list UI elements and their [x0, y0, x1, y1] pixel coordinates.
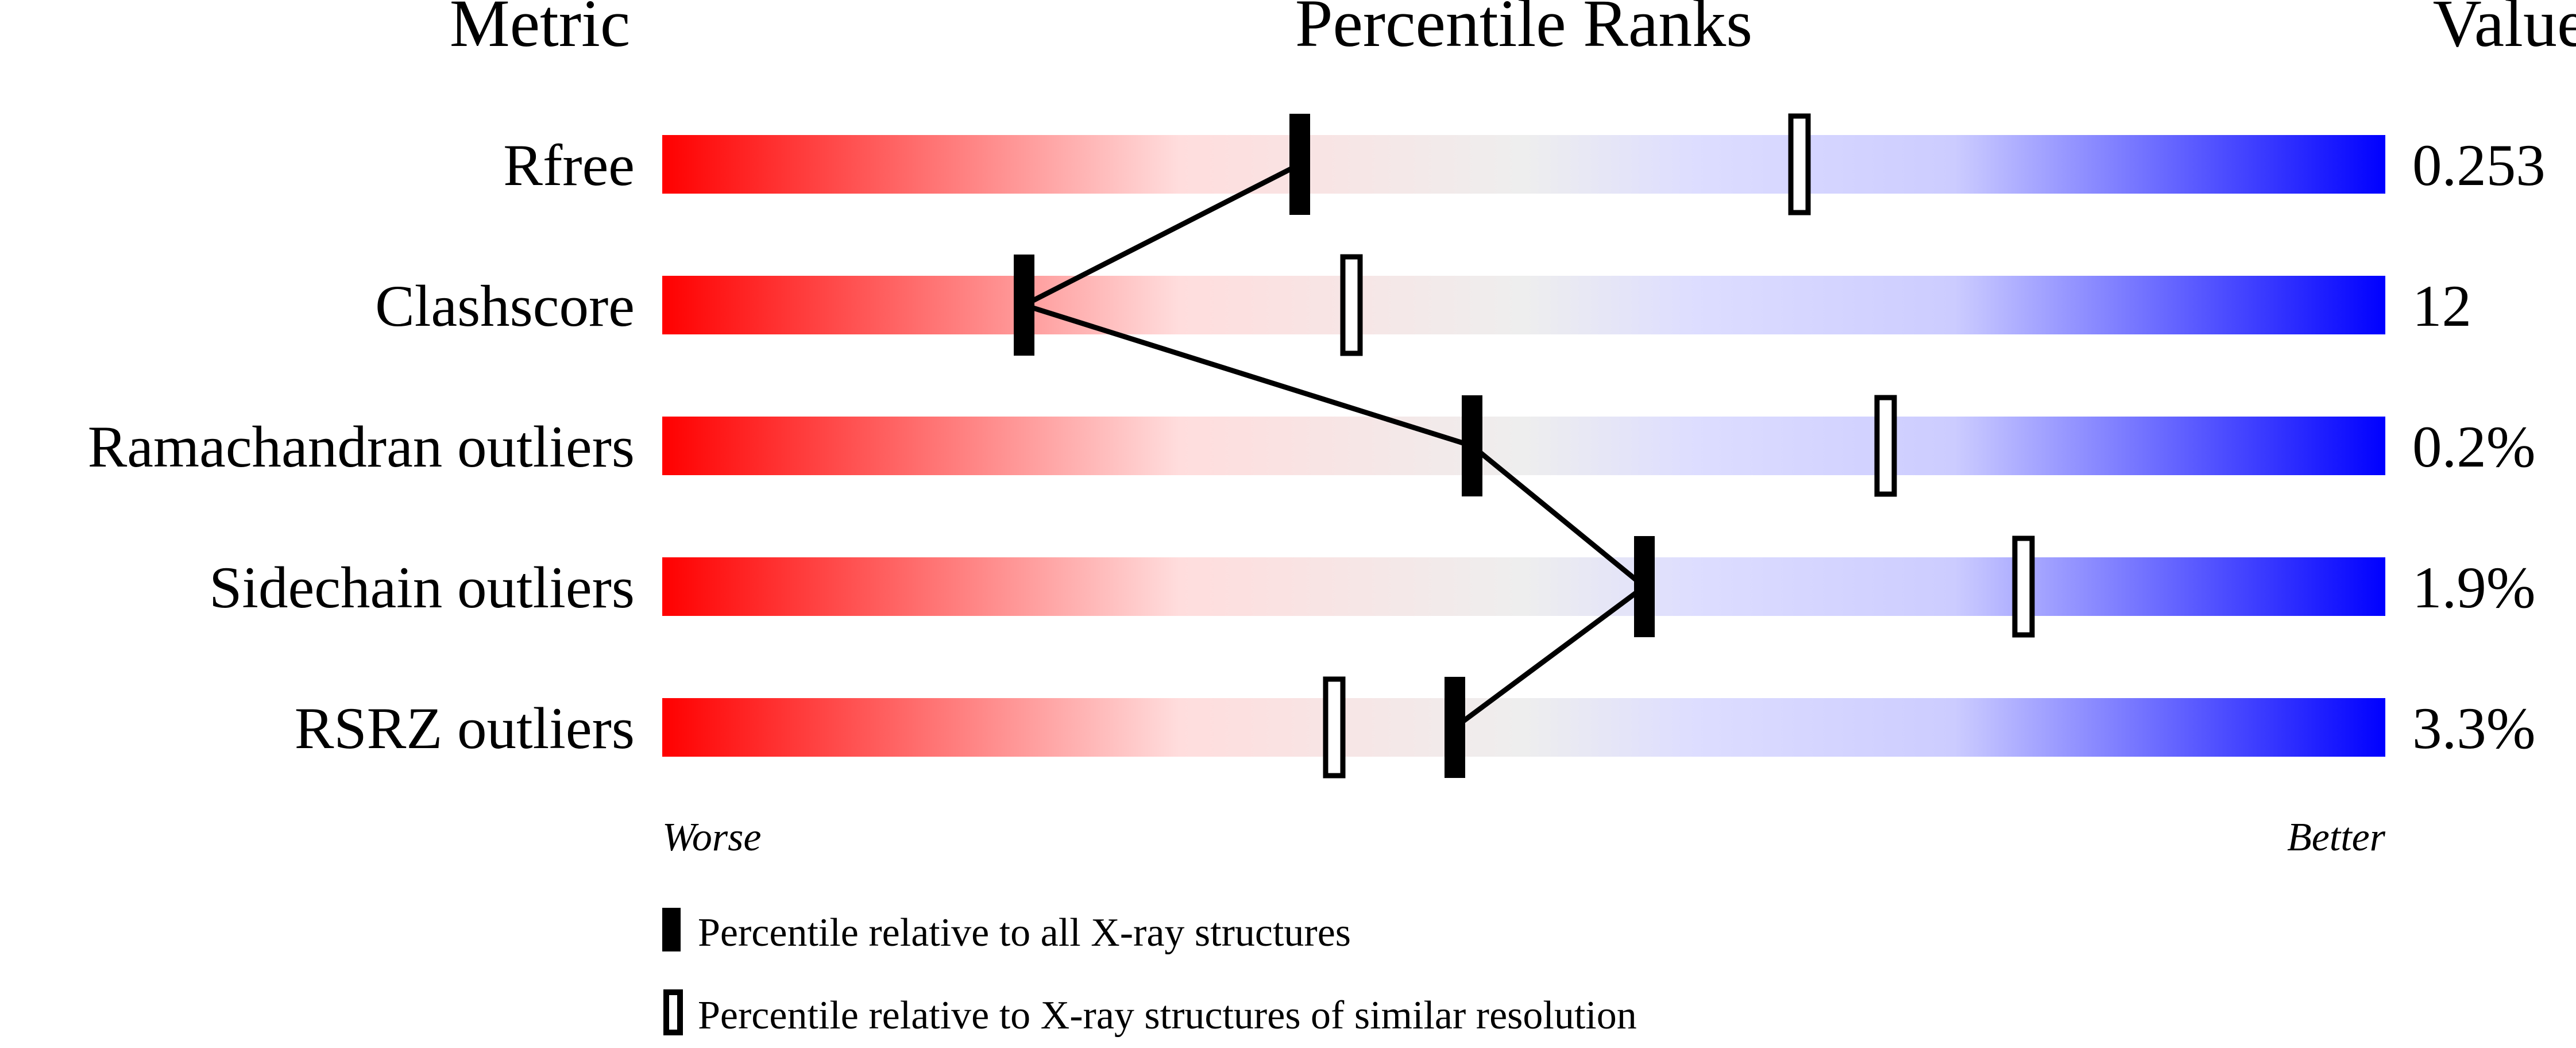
metric-value: 0.253	[2412, 133, 2546, 198]
metric-label: Sidechain outliers	[209, 555, 635, 621]
header-metric: Metric	[450, 0, 631, 61]
percentile-bar	[662, 698, 2385, 757]
percentile-bar	[662, 135, 2385, 194]
percentile-bar	[662, 557, 2385, 616]
legend-label-all: Percentile relative to all X-ray structu…	[698, 911, 1351, 955]
metric-value: 0.2%	[2412, 414, 2536, 480]
metric-label: Rfree	[503, 133, 635, 198]
all-structures-marker	[1289, 114, 1310, 215]
axis-label-worse: Worse	[662, 815, 761, 860]
similar-resolution-marker	[1323, 676, 1346, 779]
all-structures-marker	[1634, 536, 1655, 637]
all-structures-marker	[1014, 255, 1034, 356]
metric-label: RSRZ outliers	[295, 696, 635, 761]
legend-open-marker	[663, 989, 683, 1035]
all-structures-marker	[1445, 677, 1465, 778]
metric-label: Clashscore	[375, 273, 635, 339]
legend-filled-marker	[662, 908, 681, 951]
axis-label-better: Better	[2287, 815, 2386, 860]
metric-value: 1.9%	[2412, 555, 2536, 621]
percentile-bar	[662, 276, 2385, 334]
metric-value: 12	[2412, 273, 2471, 339]
similar-resolution-marker	[1874, 395, 1897, 497]
percentile-bar	[662, 417, 2385, 475]
legend-label-similar: Percentile relative to X-ray structures …	[698, 993, 1637, 1038]
similar-resolution-marker	[2012, 535, 2035, 638]
metric-value: 3.3%	[2412, 696, 2536, 761]
similar-resolution-marker	[1788, 113, 1811, 215]
header-value: Value	[2433, 0, 2576, 61]
header-percentile-ranks: Percentile Ranks	[1295, 0, 1752, 61]
all-structures-marker	[1462, 395, 1482, 496]
metric-label: Ramachandran outliers	[88, 414, 635, 480]
similar-resolution-marker	[1340, 254, 1363, 356]
